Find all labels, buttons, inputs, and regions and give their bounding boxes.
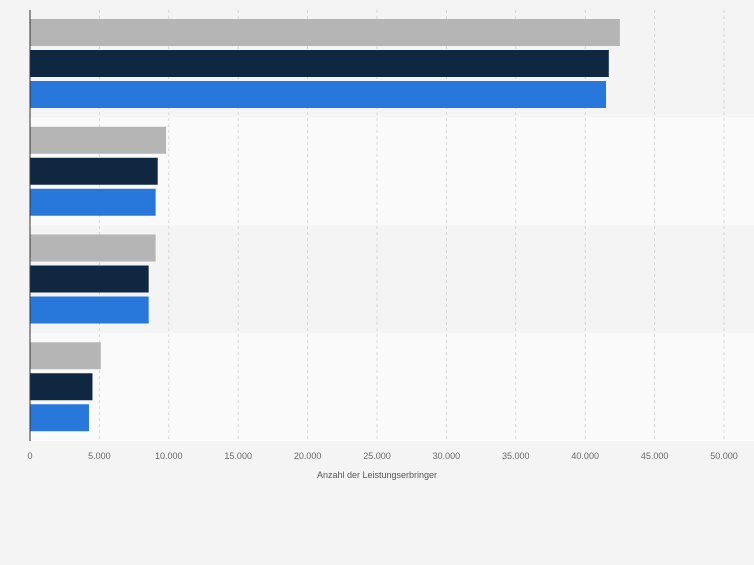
bar[interactable] bbox=[30, 296, 149, 324]
bar[interactable] bbox=[30, 188, 156, 216]
x-tick-label: 0 bbox=[27, 451, 32, 461]
x-tick-label: 40.000 bbox=[571, 451, 599, 461]
bars bbox=[30, 19, 620, 432]
x-tick-label: 45.000 bbox=[641, 451, 669, 461]
bar[interactable] bbox=[30, 81, 607, 108]
category-band bbox=[30, 333, 754, 441]
bar[interactable] bbox=[30, 373, 93, 401]
bar[interactable] bbox=[30, 342, 101, 370]
x-tick-label: 25.000 bbox=[363, 451, 391, 461]
x-tick-label: 10.000 bbox=[155, 451, 183, 461]
x-tick-label: 5.000 bbox=[88, 451, 111, 461]
bar[interactable] bbox=[30, 19, 620, 46]
bar[interactable] bbox=[30, 157, 158, 185]
bar[interactable] bbox=[30, 404, 89, 432]
x-axis-label: Anzahl der Leistungserbringer bbox=[317, 470, 437, 480]
bar[interactable] bbox=[30, 234, 156, 262]
x-tick-label: 15.000 bbox=[224, 451, 252, 461]
x-tick-label: 20.000 bbox=[294, 451, 322, 461]
bar[interactable] bbox=[30, 265, 149, 293]
x-tick-label: 50.000 bbox=[710, 451, 738, 461]
bar[interactable] bbox=[30, 126, 167, 154]
bar[interactable] bbox=[30, 50, 609, 77]
x-tick-label: 30.000 bbox=[433, 451, 461, 461]
x-tick-label: 35.000 bbox=[502, 451, 530, 461]
x-tick-labels: 0 5.000 10.000 15.000 20.000 25.000 30.000 35.0… bbox=[27, 451, 737, 461]
